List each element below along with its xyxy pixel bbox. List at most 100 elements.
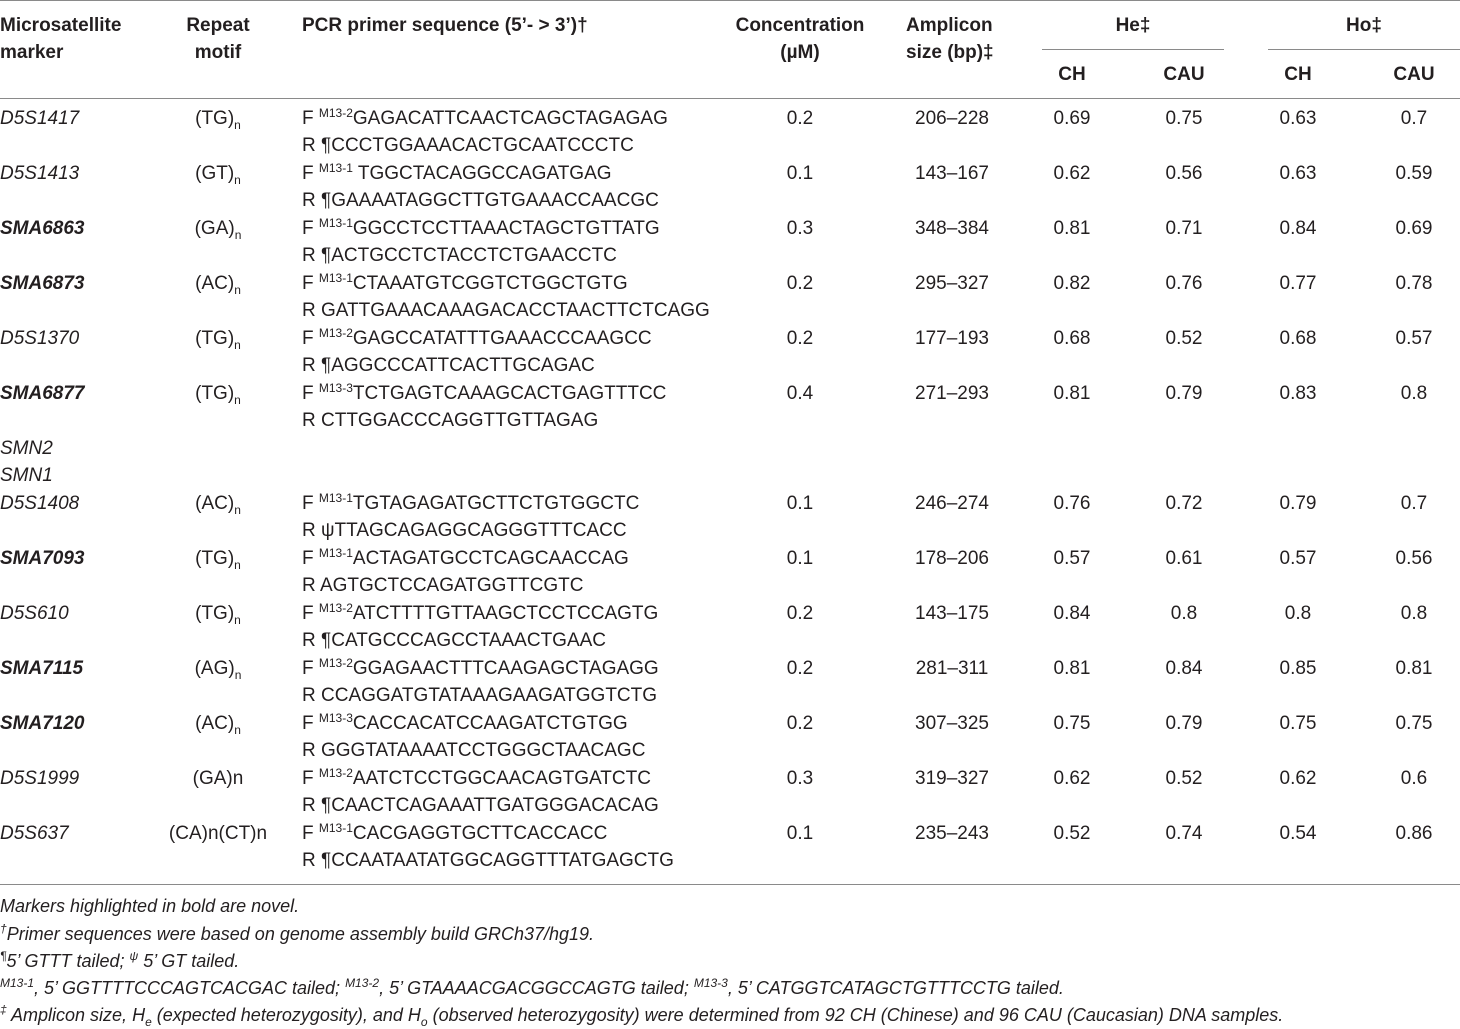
repeat-motif: (CA)n(CT)n <box>160 820 276 848</box>
concentration: 0.2 <box>786 658 814 679</box>
forward-sequence: TGTAGAGATGCTTCTGTGGCTC <box>352 493 640 514</box>
concentration: 0.2 <box>786 273 814 294</box>
he-ch: 0.84 <box>1053 603 1091 624</box>
forward-primer: F M13-2GGAGAACTTTCAAGAGCTAGAGG <box>302 656 659 679</box>
he-ch: 0.62 <box>1053 163 1091 184</box>
reverse-sequence: CCAGGATGTATAAAGAAGATGGTCTG <box>321 685 658 706</box>
table-row: D5S1999 (GA)n F M13-2AATCTCCTGGCAACAGTGATC… <box>0 765 1460 820</box>
footnote-heterozygosity: ‡ Amplicon size, He (expected heterozygo… <box>0 1003 1284 1029</box>
he-cau: 0.84 <box>1165 658 1203 679</box>
forward-primer: F M13-1TGTAGAGATGCTTCTGTGGCTC <box>302 491 640 514</box>
he-cau: 0.74 <box>1165 823 1203 844</box>
he-ch: 0.52 <box>1053 823 1091 844</box>
ho-ch: 0.83 <box>1279 383 1317 404</box>
ho-cau: 0.75 <box>1395 713 1433 734</box>
ho-rule <box>1268 49 1460 50</box>
header-ho-ch: CH <box>1284 64 1312 85</box>
forward-tag: M13-1 <box>318 216 353 230</box>
ho-cau: 0.78 <box>1395 273 1433 294</box>
reverse-primer: R ¶CAACTCAGAAATTGATGGGACACAG <box>302 795 659 816</box>
repeat-motif: (TG)n <box>160 545 276 573</box>
amplicon-size: 246–274 <box>915 493 989 514</box>
forward-sequence: GAGCCATATTTGAAACCCAAGCC <box>352 328 652 349</box>
repeat-motif: (GT)n <box>160 160 276 188</box>
table-row: D5S1413 (GT)n F M13-1 TGGCTACAGGCCAGATGAG R… <box>0 160 1460 215</box>
forward-tag: M13-1 <box>318 546 353 560</box>
table-row: D5S637 (CA)n(CT)n F M13-1CACGAGGTGCTTCACCA… <box>0 820 1460 875</box>
repeat-motif: (TG)n <box>160 105 276 133</box>
motif-subscript: n <box>234 723 241 737</box>
motif-text: (TG) <box>195 603 235 624</box>
forward-sequence: TCTGAGTCAAAGCACTGAGTTTCC <box>352 383 667 404</box>
he-cau: 0.79 <box>1165 383 1203 404</box>
ho-cau: 0.6 <box>1400 768 1428 789</box>
motif-text: (TG) <box>195 383 235 404</box>
reverse-tag: ¶ <box>321 190 332 211</box>
reverse-primer: R ¶CATGCCCAGCCTAAACTGAAC <box>302 630 607 651</box>
forward-sequence: GGCCTCCTTAAACTAGCTGTTATG <box>352 218 660 239</box>
bottom-rule <box>0 884 1460 885</box>
motif-subscript: n <box>234 393 241 407</box>
footnote-primer: †Primer sequences were based on genome a… <box>0 922 595 944</box>
he-cau: 0.8 <box>1170 603 1198 624</box>
amplicon-size: 319–327 <box>915 768 989 789</box>
reverse-tag: ¶ <box>321 850 332 871</box>
reverse-sequence: AGTGCTCCAGATGGTTCGTC <box>319 575 584 596</box>
forward-sequence: ATCTTTTGTTAAGCTCCTCCAGTG <box>352 603 659 624</box>
reverse-primer: R ψTTAGCAGAGGCAGGGTTTCACC <box>302 520 627 541</box>
gene-label: SMN2 <box>0 438 53 459</box>
ho-cau: 0.8 <box>1400 383 1428 404</box>
ho-ch: 0.62 <box>1279 768 1317 789</box>
he-ch: 0.62 <box>1053 768 1091 789</box>
marker-name: D5S1370 <box>0 328 80 349</box>
ho-ch: 0.63 <box>1279 108 1317 129</box>
he-cau: 0.72 <box>1165 493 1203 514</box>
table-row: SMA6863 (GA)n F M13-1GGCCTCCTTAAACTAGCTGTT… <box>0 215 1460 270</box>
table-row: D5S1370 (TG)n F M13-2GAGCCATATTTGAAACCCAAG… <box>0 325 1460 380</box>
amplicon-size: 235–243 <box>915 823 989 844</box>
forward-primer: F M13-3TCTGAGTCAAAGCACTGAGTTTCC <box>302 381 667 404</box>
ho-ch: 0.68 <box>1279 328 1317 349</box>
reverse-sequence: TTAGCAGAGGCAGGGTTTCACC <box>334 520 627 541</box>
he-ch: 0.68 <box>1053 328 1091 349</box>
forward-primer: F M13-2GAGCCATATTTGAAACCCAAGCC <box>302 326 652 349</box>
ho-cau: 0.7 <box>1400 108 1428 129</box>
he-ch: 0.57 <box>1053 548 1091 569</box>
repeat-motif: (AC)n <box>160 490 276 518</box>
concentration: 0.3 <box>786 218 814 239</box>
forward-tag: M13-3 <box>318 711 353 725</box>
ho-ch: 0.77 <box>1279 273 1317 294</box>
repeat-motif: (GA)n <box>160 215 276 243</box>
amplicon-size: 178–206 <box>915 548 989 569</box>
he-ch: 0.81 <box>1053 218 1091 239</box>
concentration: 0.2 <box>786 328 814 349</box>
marker-name: SMA7093 <box>0 548 85 569</box>
amplicon-size: 281–311 <box>915 658 989 679</box>
motif-subscript: n <box>234 283 241 297</box>
concentration: 0.2 <box>786 603 814 624</box>
marker-name: D5S610 <box>0 603 69 624</box>
forward-sequence: GAGACATTCAACTCAGCTAGAGAG <box>352 108 668 129</box>
marker-name: SMA7120 <box>0 713 85 734</box>
table-row: SMA7093 (TG)n F M13-1ACTAGATGCCTCAGCAACCAG… <box>0 545 1460 600</box>
forward-sequence: CACGAGGTGCTTCACCACC <box>352 823 608 844</box>
reverse-primer: R AGTGCTCCAGATGGTTCGTC <box>302 575 584 596</box>
forward-tag: M13-2 <box>318 766 353 780</box>
concentration: 0.2 <box>786 108 814 129</box>
reverse-sequence: CATGCCCAGCCTAAACTGAAC <box>331 630 607 651</box>
gene-label: SMN1 <box>0 465 53 486</box>
reverse-sequence: GATTGAAACAAAGACACCTAACTTCTCAGG <box>321 300 710 321</box>
forward-sequence: GGAGAACTTTCAAGAGCTAGAGG <box>352 658 659 679</box>
reverse-sequence: CCCTGGAAACACTGCAATCCCTC <box>331 135 634 156</box>
forward-sequence: CACCACATCCAAGATCTGTGG <box>352 713 628 734</box>
forward-tag: M13-2 <box>318 601 353 615</box>
reverse-sequence: AGGCCCATTCACTTGCAGAC <box>331 355 595 376</box>
reverse-tag: ¶ <box>321 795 332 816</box>
header-marker: Microsatellite marker <box>0 15 122 63</box>
header-rule <box>0 98 1460 99</box>
ho-cau: 0.81 <box>1395 658 1433 679</box>
amplicon-size: 143–175 <box>915 603 989 624</box>
forward-tag: M13-1 <box>318 161 353 175</box>
concentration: 0.1 <box>786 823 814 844</box>
